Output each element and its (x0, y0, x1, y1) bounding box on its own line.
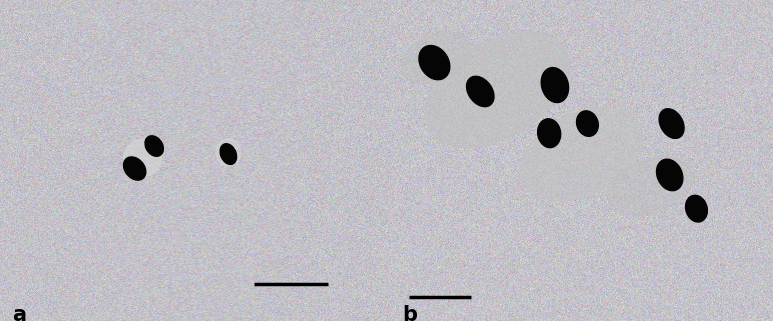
Ellipse shape (401, 32, 472, 84)
Ellipse shape (520, 107, 643, 201)
Ellipse shape (686, 195, 707, 222)
Ellipse shape (425, 32, 570, 148)
Text: a: a (12, 305, 26, 321)
Ellipse shape (124, 157, 146, 180)
Ellipse shape (659, 109, 684, 138)
Ellipse shape (124, 139, 162, 177)
Ellipse shape (467, 76, 494, 107)
Ellipse shape (656, 159, 683, 191)
Ellipse shape (577, 111, 598, 136)
Ellipse shape (216, 139, 241, 166)
Ellipse shape (220, 144, 237, 164)
Ellipse shape (419, 46, 450, 80)
Ellipse shape (145, 136, 163, 156)
Ellipse shape (541, 67, 569, 103)
Text: b: b (402, 305, 417, 321)
Ellipse shape (608, 157, 693, 216)
Ellipse shape (538, 119, 560, 148)
